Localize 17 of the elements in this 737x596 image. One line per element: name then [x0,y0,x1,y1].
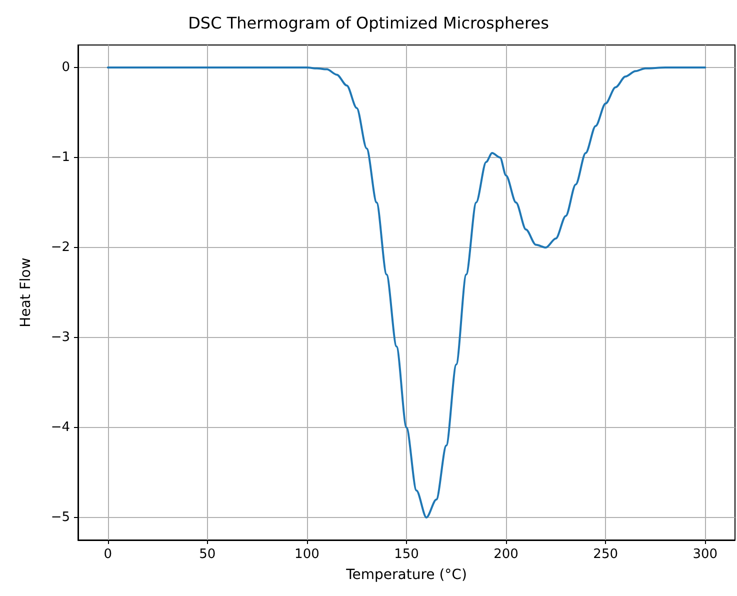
y-tick-label: −1 [50,150,70,165]
y-tick-label: −2 [50,240,70,255]
y-axis-title: Heat Flow [18,258,34,328]
x-tick-label: 150 [394,547,419,562]
y-tick-label: 0 [62,60,70,75]
x-tick-label: 0 [104,547,112,562]
y-tick-label: −5 [50,510,70,525]
x-axis-title: Temperature (°C) [345,567,467,583]
x-tick-label: 300 [692,547,718,562]
y-tick-label: −3 [50,330,70,345]
x-tick-label: 200 [494,547,518,562]
x-tick-label: 100 [294,547,320,562]
chart-title: DSC Thermogram of Optimized Microspheres [188,14,549,32]
line-series [106,66,706,518]
x-tick-label: 250 [593,547,618,562]
y-tick-label: −4 [50,420,70,435]
x-tick-label: 50 [199,547,216,562]
